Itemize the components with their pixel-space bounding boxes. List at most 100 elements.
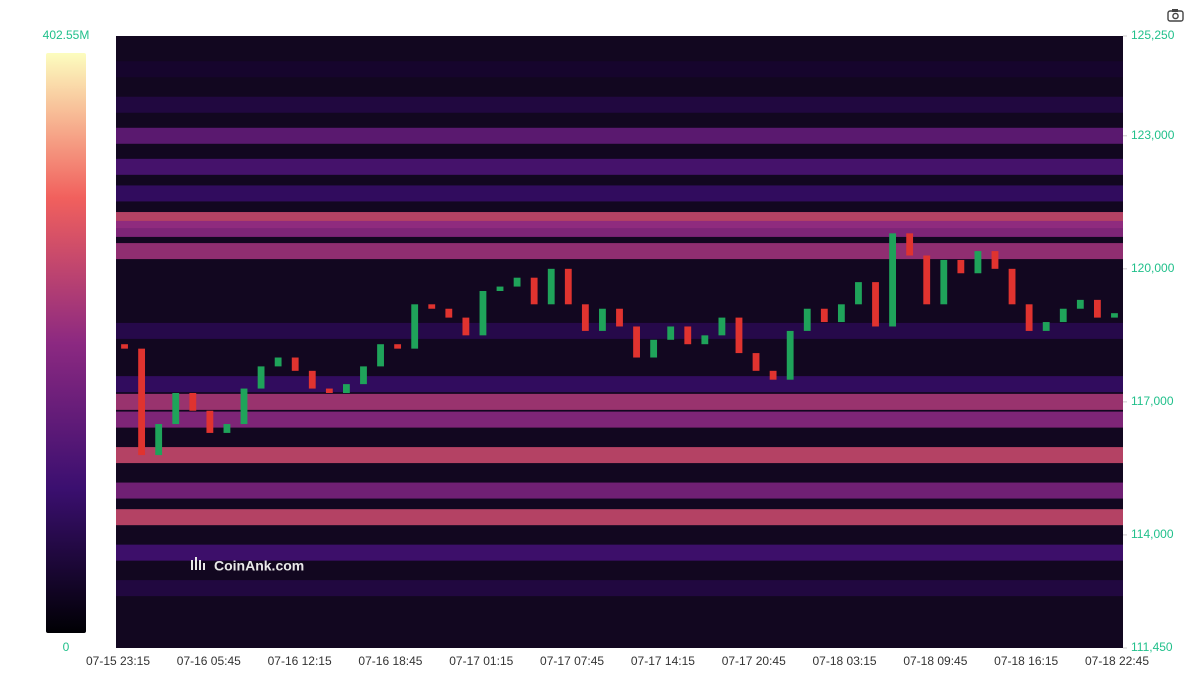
candle-body [189, 393, 197, 411]
candle-body [769, 370, 777, 380]
liquidity-band [116, 185, 1123, 202]
liquidity-band [116, 393, 1123, 410]
liquidity-band [116, 544, 1123, 561]
candle-body [633, 326, 640, 358]
candle-body [718, 317, 726, 336]
liquidity-band [116, 127, 1123, 144]
candle-body [172, 393, 180, 425]
x-tick-label: 07-18 16:15 [994, 654, 1058, 668]
candle-body [1093, 299, 1101, 318]
liquidity-band [116, 580, 1123, 597]
candle-body [650, 339, 658, 358]
candle-body [684, 326, 692, 345]
candle-body [1008, 268, 1016, 305]
colorbar [46, 53, 86, 633]
candle-body [837, 304, 845, 323]
candle-body [786, 330, 794, 380]
candles [121, 233, 1118, 456]
candle-body [957, 259, 965, 274]
candle-body [803, 308, 811, 331]
candle-body [940, 259, 948, 305]
candle-body [564, 268, 572, 305]
watermark-logo [191, 557, 205, 570]
liquidity-band [116, 220, 1123, 237]
candle-body [889, 233, 896, 327]
candle-body [223, 424, 231, 433]
candle-body [1111, 313, 1118, 318]
x-tick-label: 07-18 22:45 [1085, 654, 1149, 668]
candle-body [411, 304, 419, 349]
candle-body [701, 335, 709, 345]
candle-body [1025, 304, 1033, 331]
candle-body [581, 304, 589, 331]
candle-body [462, 317, 470, 336]
candle-body [547, 268, 555, 305]
colorbar-max: 402.55M [43, 28, 90, 42]
x-tick-label: 07-16 05:45 [177, 654, 241, 668]
colorbar-min: 0 [63, 640, 70, 654]
x-tick-label: 07-17 01:15 [449, 654, 513, 668]
candle-body [308, 370, 316, 389]
liquidity-band [116, 376, 1123, 393]
y-tick-label: 111,450 [1131, 640, 1173, 654]
candle-body [906, 233, 914, 256]
y-tick-label: 114,000 [1131, 527, 1174, 541]
candle-body [445, 308, 453, 318]
x-tick-label: 07-17 20:45 [722, 654, 786, 668]
x-tick-label: 07-15 23:15 [86, 654, 150, 668]
candle-body [274, 357, 282, 367]
liquidity-band [116, 158, 1123, 175]
candle-body [1059, 308, 1067, 323]
candle-body [991, 251, 999, 269]
candle-body [1042, 322, 1050, 331]
candle-body [479, 291, 487, 336]
candle-body [752, 353, 760, 371]
x-tick-label: 07-16 12:15 [268, 654, 332, 668]
candle-body [530, 277, 538, 305]
candle-body [155, 424, 163, 456]
candle-body [974, 251, 982, 274]
candle-body [360, 366, 367, 385]
candle-body [428, 304, 436, 309]
candle-body [872, 282, 879, 327]
candle-body [206, 410, 214, 433]
watermark: CoinAnk.com [214, 558, 304, 574]
candle-body [291, 357, 299, 371]
candle-body [138, 348, 146, 456]
liquidity-band [116, 61, 1123, 78]
candle-body [343, 384, 350, 393]
y-tick-label: 120,000 [1131, 261, 1175, 275]
candle-body [240, 388, 248, 425]
candle-body [923, 255, 931, 305]
y-tick-label: 125,250 [1131, 28, 1175, 42]
candle-body [735, 317, 743, 354]
liquidity-band [116, 96, 1123, 113]
candle-body [667, 326, 675, 340]
camera-icon[interactable] [1167, 9, 1184, 22]
x-tick-label: 07-17 14:15 [631, 654, 695, 668]
y-tick-label: 117,000 [1131, 394, 1174, 408]
liquidity-band [116, 482, 1123, 499]
x-tick-label: 07-16 18:45 [358, 654, 422, 668]
x-tick-label: 07-18 09:45 [903, 654, 967, 668]
candle-body [513, 277, 521, 287]
candle-body [855, 282, 862, 305]
candle-body [616, 308, 623, 327]
liquidity-band [116, 411, 1123, 428]
candle-body [121, 344, 128, 349]
x-tick-label: 07-18 03:15 [813, 654, 877, 668]
liquidity-band [116, 447, 1123, 464]
candle-body [394, 344, 402, 349]
y-tick-label: 123,000 [1131, 128, 1175, 142]
candle-body [599, 308, 606, 331]
x-tick-label: 07-17 07:45 [540, 654, 604, 668]
candle-body [820, 308, 828, 323]
candle-body [1076, 299, 1084, 309]
candle-body [496, 286, 504, 291]
liquidity-band [116, 509, 1123, 526]
liquidity-band [116, 243, 1123, 260]
candle-body [257, 366, 265, 389]
candle-body [325, 388, 333, 393]
heatmap [116, 61, 1123, 597]
